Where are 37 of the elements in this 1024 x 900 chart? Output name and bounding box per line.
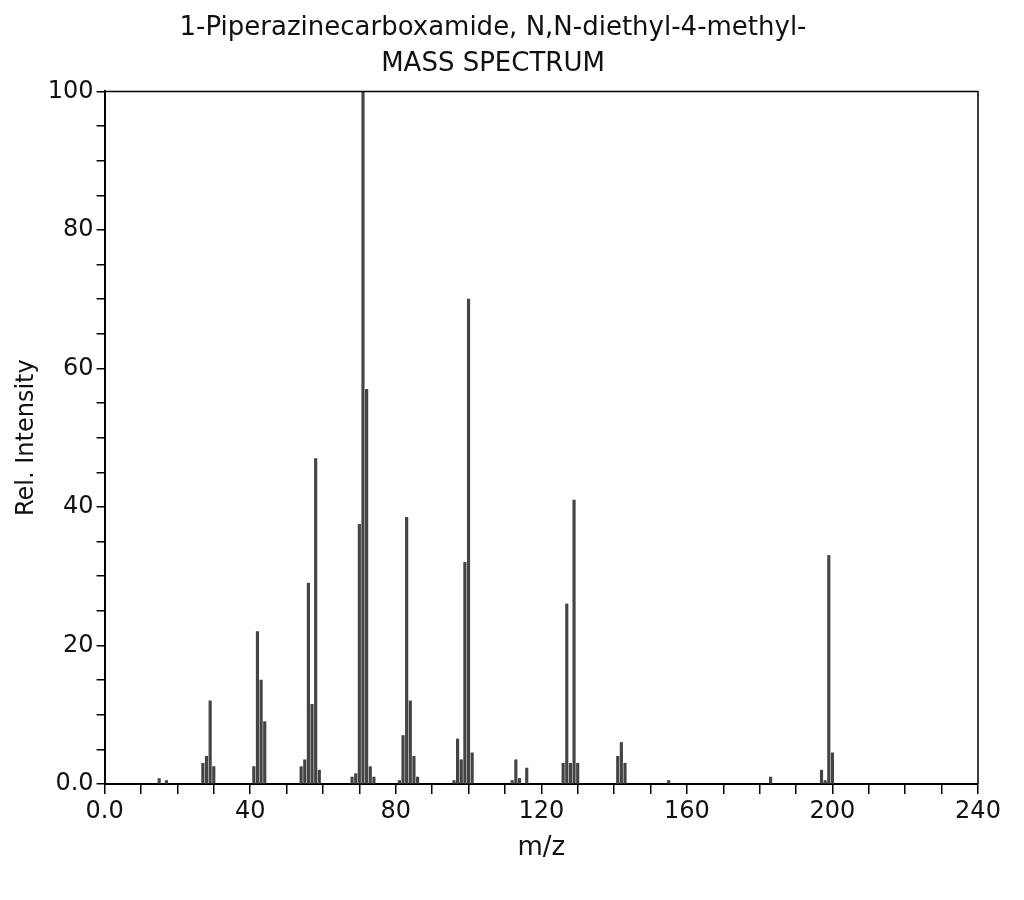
bar [255, 631, 260, 784]
y-axis-title: Rel. Intensity [10, 359, 39, 517]
chart-subtitle: MASS SPECTRUM [381, 46, 605, 77]
bar [565, 603, 569, 784]
x-axis-title: m/z [517, 831, 566, 862]
x-tick-label: 0.0 [85, 795, 124, 824]
bar [314, 458, 318, 784]
y-tick-label: 0.0 [55, 768, 94, 797]
bar [405, 517, 409, 784]
x-tick-label: 160 [663, 795, 710, 824]
y-tick-label: 100 [47, 75, 94, 104]
bar [306, 582, 310, 784]
x-tick-label: 240 [955, 795, 1001, 824]
bar [667, 780, 671, 784]
bar [827, 555, 831, 784]
x-tick-label: 200 [809, 795, 856, 824]
bar [466, 298, 471, 784]
y-tick-label: 60 [63, 352, 94, 381]
chart-title: 1-Piperazinecarboxamide, N,N-diethyl-4-methyl- [179, 11, 807, 42]
x-tick-label: 40 [234, 795, 266, 824]
bar [619, 742, 623, 784]
bar [456, 738, 460, 784]
bar [514, 759, 518, 784]
bar [157, 778, 161, 784]
bar [361, 91, 365, 784]
x-tick-label: 120 [518, 795, 565, 824]
bar [572, 499, 576, 784]
y-tick-label: 80 [63, 214, 94, 243]
bar [768, 776, 773, 784]
y-tick-label: 40 [63, 491, 94, 520]
bar [164, 780, 169, 784]
x-tick-label: 80 [380, 795, 412, 824]
bar [819, 769, 824, 784]
y-tick-label: 20 [63, 629, 94, 658]
bar [350, 776, 354, 784]
bar [208, 700, 212, 784]
bar [525, 767, 529, 784]
